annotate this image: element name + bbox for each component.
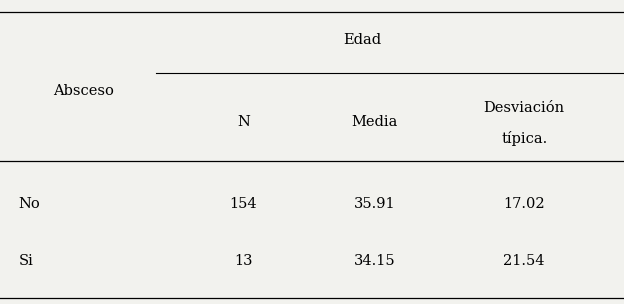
Text: 35.91: 35.91 [354, 197, 395, 211]
Text: 34.15: 34.15 [354, 254, 395, 268]
Text: Edad: Edad [343, 33, 381, 47]
Text: 154: 154 [230, 197, 257, 211]
Text: Desviación: Desviación [484, 101, 565, 115]
Text: 17.02: 17.02 [504, 197, 545, 211]
Text: 21.54: 21.54 [504, 254, 545, 268]
Text: No: No [19, 197, 41, 211]
Text: Absceso: Absceso [53, 84, 114, 98]
Text: 13: 13 [234, 254, 253, 268]
Text: N: N [237, 115, 250, 129]
Text: Si: Si [19, 254, 34, 268]
Text: típica.: típica. [501, 131, 547, 146]
Text: Media: Media [351, 115, 397, 129]
